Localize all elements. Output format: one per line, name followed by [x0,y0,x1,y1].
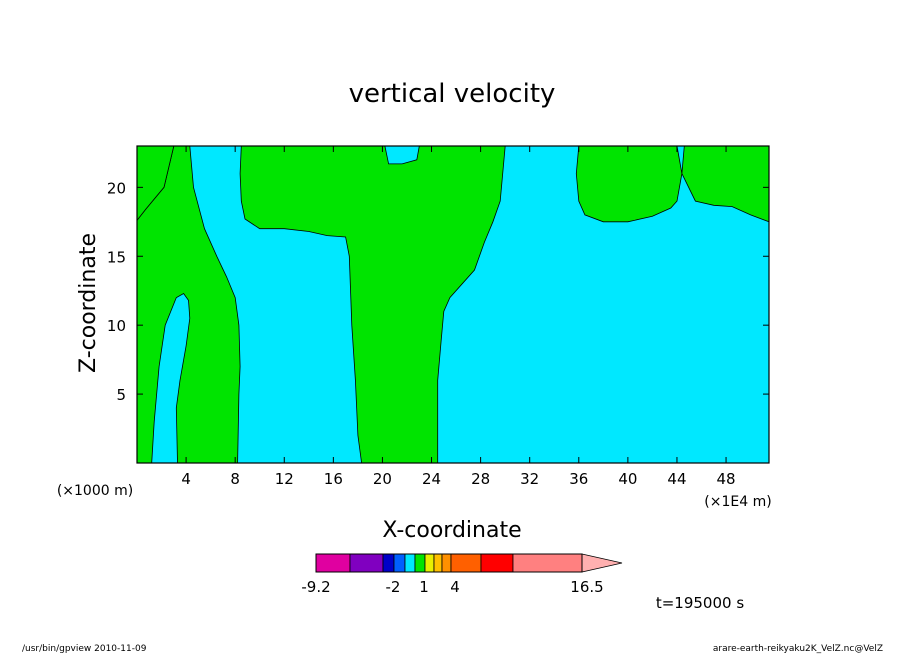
colorbar-label: 1 [419,578,429,596]
colorbar-segment [393,553,406,573]
chart-title: vertical velocity [349,79,556,109]
colorbar-segment [441,553,452,573]
x-tick-label: 4 [181,470,191,488]
x-unit-left: (×1000 m) [57,483,133,499]
colorbar-segment [404,553,416,573]
colorbar-segment [480,553,514,573]
x-axis-ticks: 4 8 12 16 20 24 28 32 36 40 44 48 [181,146,736,488]
colorbar-label: 4 [450,578,460,596]
colorbar-arrow [581,553,623,573]
y-tick-label: 20 [107,179,126,197]
x-tick-label: 44 [667,470,686,488]
colorbar-frame [315,553,583,573]
y-tick-label: 5 [116,386,126,404]
colorbar-segment [382,553,395,573]
x-tick-label: 16 [324,470,343,488]
footer-left: /usr/bin/gpview 2010-11-09 [22,644,147,654]
x-tick-label: 32 [520,470,539,488]
colorbar-label: -9.2 [301,578,330,596]
x-axis-label: X-coordinate [382,518,521,543]
contour-region-2 [575,145,770,223]
colorbar-label: 16.5 [570,578,603,596]
y-tick-label: 15 [107,248,126,266]
x-tick-label: 12 [275,470,294,488]
colorbar: -9.2 -2 1 4 16.5 [301,553,623,596]
y-axis-ticks: 5 10 15 20 [107,179,769,404]
footer-right: arare-earth-reikyaku2K_VelZ.nc@VelZ [713,644,883,654]
x-tick-label: 48 [717,470,736,488]
colorbar-label: -2 [386,578,401,596]
colorbar-segment [512,553,583,573]
x-unit-right: (×1E4 m) [704,494,771,510]
x-tick-label: 36 [569,470,588,488]
x-tick-label: 8 [230,470,240,488]
time-label: t=195000 s [656,594,744,612]
colorbar-segment [424,553,435,573]
colorbar-segment [315,553,351,573]
plot-frame [136,145,770,464]
x-tick-label: 28 [471,470,490,488]
colorbar-segment [349,553,384,573]
x-tick-label: 24 [422,470,441,488]
x-tick-label: 40 [618,470,637,488]
colorbar-segment [414,553,426,573]
x-tick-label: 20 [373,470,392,488]
y-tick-label: 10 [107,317,126,335]
y-axis-label: Z-coordinate [76,233,101,373]
contour-regions [136,145,770,464]
colorbar-segment [450,553,482,573]
colorbar-segment [433,553,443,573]
